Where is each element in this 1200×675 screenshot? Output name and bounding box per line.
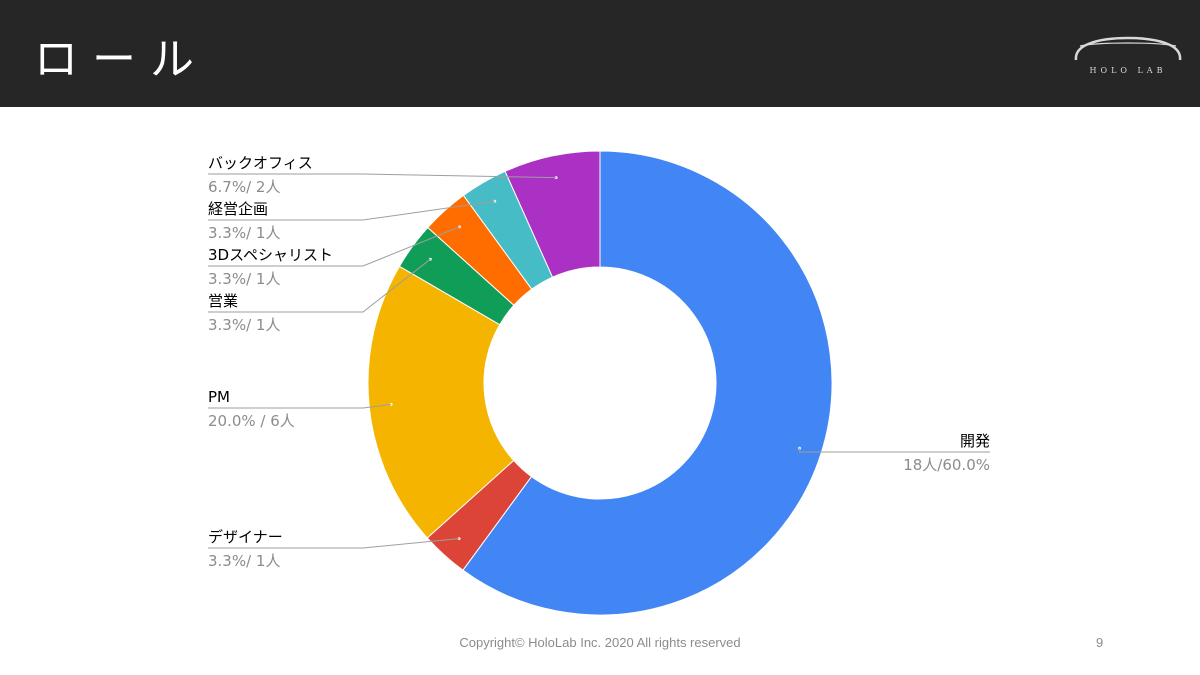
- logo-text: HOLO LAB: [1089, 66, 1167, 75]
- slice-label: 営業: [208, 292, 238, 310]
- copyright-footer: Copyright© HoloLab Inc. 2020 All rights …: [459, 635, 741, 650]
- slice-label: デザイナー: [208, 528, 283, 546]
- leader-line: [208, 173, 557, 179]
- slice-value-label: 6.7%/ 2人: [208, 178, 280, 196]
- slice-value-label: 18人/60.0%: [903, 456, 990, 474]
- leader-line: [208, 538, 460, 549]
- slide-header: ロール HOLO LAB: [0, 0, 1200, 107]
- leader-line: [208, 226, 460, 267]
- slice-label: 3Dスペシャリスト: [208, 246, 333, 264]
- slice-3: [367, 265, 515, 539]
- slice-value-label: 3.3%/ 1人: [208, 316, 280, 334]
- slice-7: [504, 150, 601, 278]
- slice-label: バックオフィス: [208, 154, 313, 172]
- hololab-logo: HOLO LAB: [1070, 34, 1186, 78]
- slice-value-label: 3.3%/ 1人: [208, 270, 280, 288]
- leader-line: [208, 200, 495, 221]
- page-number: 9: [1096, 635, 1104, 650]
- slice-value-label: 20.0% / 6人: [208, 412, 295, 430]
- leader-line: [208, 403, 392, 409]
- slide-title: ロール: [34, 34, 208, 85]
- leader-line: [208, 258, 431, 313]
- logo-arc-icon: [1074, 36, 1182, 61]
- leader-line: [799, 448, 990, 453]
- slice-value-label: 3.3%/ 1人: [208, 224, 280, 242]
- slice-label: PM: [208, 388, 230, 406]
- slice-label: 開発: [960, 432, 990, 450]
- slice-1: [462, 150, 833, 616]
- slice-label: 経営企画: [208, 200, 268, 218]
- slice-value-label: 3.3%/ 1人: [208, 552, 280, 570]
